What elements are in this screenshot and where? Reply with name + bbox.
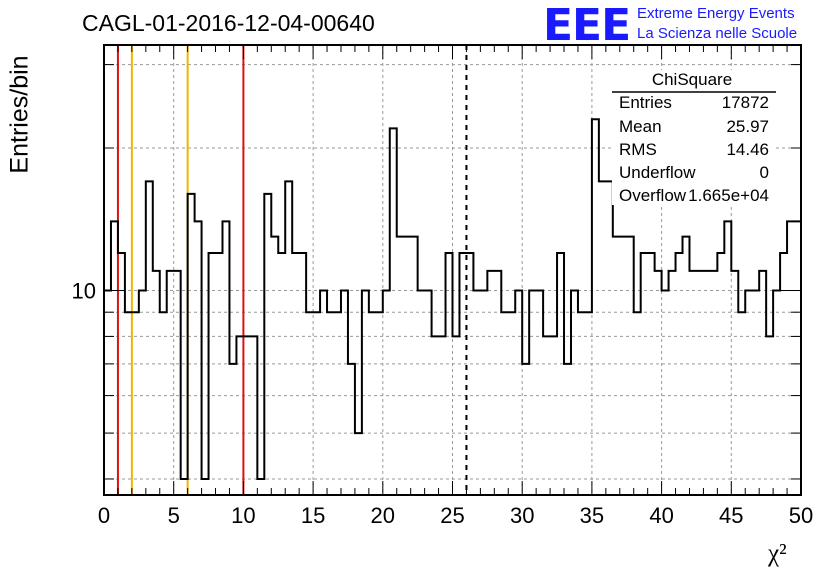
x-axis-label: χ²	[768, 540, 787, 567]
axis-ticks	[103, 45, 802, 495]
stats-label-underflow: Underflow	[619, 163, 696, 182]
stats-background	[612, 70, 776, 205]
histogram-series	[104, 118, 801, 480]
y-tick-label: 10	[72, 279, 96, 304]
x-tick-label: 25	[440, 503, 464, 528]
logo-line-1: Extreme Energy Events	[637, 5, 795, 22]
stats-value-rms: 14.46	[726, 140, 769, 159]
chart-title: CAGL-01-2016-12-04-00640	[82, 10, 375, 36]
stats-value-mean: 25.97	[726, 117, 769, 136]
stats-label-overflow: Overflow	[619, 186, 687, 205]
stats-box	[612, 70, 776, 205]
stats-label-rms: RMS	[619, 140, 657, 159]
stats-value-entries: 17872	[721, 93, 769, 112]
y-axis-label: Entries/bin	[5, 55, 34, 174]
x-tick-label: 15	[301, 503, 325, 528]
eee-logo: EEE	[543, 0, 631, 51]
x-tick-label: 0	[98, 503, 110, 528]
stats-value-underflow: 0	[759, 163, 769, 182]
x-tick-label: 30	[510, 503, 534, 528]
stats-label-mean: Mean	[619, 117, 662, 136]
x-tick-label: 20	[371, 503, 395, 528]
x-tick-label: 45	[719, 503, 743, 528]
stats-value-overflow: 1.665e+04	[688, 186, 769, 205]
stats-label-entries: Entries	[619, 93, 672, 112]
logo-line-2: La Scienza nelle Scuole	[637, 25, 798, 42]
x-tick-label: 10	[231, 503, 255, 528]
x-tick-labels: 0 5 10 15 20 25 30 35 40 45 50 10	[72, 279, 814, 528]
stats-title: ChiSquare	[651, 70, 733, 89]
x-tick-label: 5	[168, 503, 180, 528]
x-tick-label: 35	[580, 503, 604, 528]
x-tick-label: 50	[789, 503, 813, 528]
x-tick-label: 40	[649, 503, 673, 528]
